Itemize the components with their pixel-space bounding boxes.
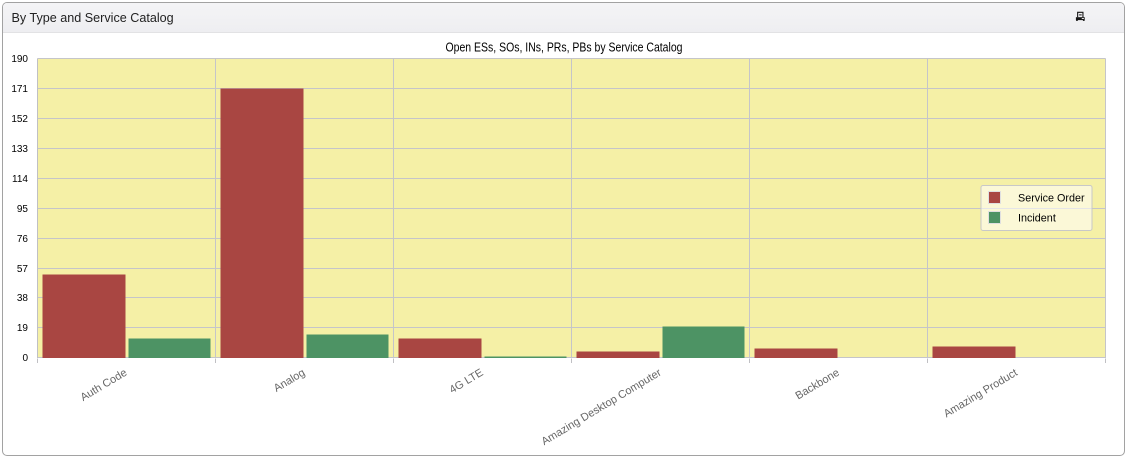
svg-text:4G LTE: 4G LTE [447,367,485,396]
svg-text:114: 114 [12,174,28,185]
svg-text:95: 95 [17,204,29,215]
svg-text:57: 57 [17,264,29,275]
svg-text:190: 190 [11,54,28,65]
svg-text:19: 19 [17,323,29,334]
svg-text:Service Order: Service Order [1018,193,1085,205]
svg-text:Analog: Analog [272,367,308,395]
svg-text:Incident: Incident [1018,213,1056,225]
svg-text:133: 133 [11,144,28,155]
svg-text:Amazing Desktop Computer: Amazing Desktop Computer [539,367,663,448]
svg-text:38: 38 [17,293,29,304]
svg-text:171: 171 [11,84,28,95]
svg-text:Amazing Product: Amazing Product [942,367,1020,420]
svg-text:Backbone: Backbone [794,367,842,402]
svg-text:0: 0 [22,353,28,364]
svg-text:152: 152 [11,114,28,125]
svg-text:Auth Code: Auth Code [79,367,130,404]
svg-text:Open ESs, SOs, INs, PRs, PBs b: Open ESs, SOs, INs, PRs, PBs by Service … [446,41,683,55]
svg-text:76: 76 [17,234,29,245]
